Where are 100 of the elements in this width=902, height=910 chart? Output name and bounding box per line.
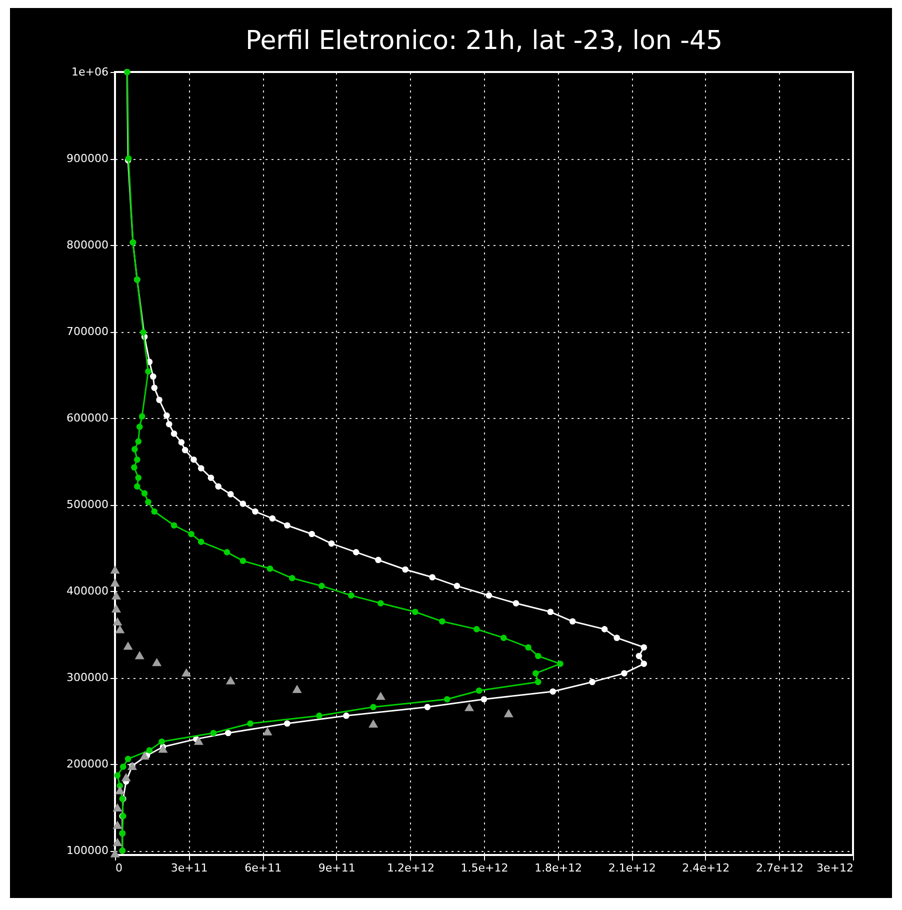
point xyxy=(534,678,542,686)
point xyxy=(131,464,138,471)
point xyxy=(640,644,648,651)
point xyxy=(198,538,204,545)
point xyxy=(480,696,488,702)
point xyxy=(110,565,120,574)
point xyxy=(284,720,290,727)
point xyxy=(240,500,246,507)
point xyxy=(292,684,302,693)
y-tick-label: 1e+06 xyxy=(72,66,108,78)
point xyxy=(318,582,325,590)
point xyxy=(476,687,482,694)
point xyxy=(589,678,596,686)
point xyxy=(262,727,272,736)
y-tick-label: 300000 xyxy=(66,671,108,684)
point xyxy=(500,634,507,641)
point xyxy=(182,668,192,677)
point xyxy=(226,676,236,684)
point xyxy=(569,618,576,625)
x-tick-label: 3e+12 xyxy=(816,862,854,874)
point xyxy=(150,373,156,380)
y-tick-label: 800000 xyxy=(66,238,108,252)
point xyxy=(156,396,162,404)
point xyxy=(166,420,172,428)
y-tick-label: 400000 xyxy=(66,584,108,598)
point xyxy=(621,670,628,676)
point xyxy=(145,498,152,506)
point xyxy=(138,413,146,420)
point xyxy=(375,556,382,564)
point xyxy=(115,786,125,794)
point xyxy=(225,730,232,736)
point xyxy=(352,549,360,556)
point xyxy=(188,530,194,538)
point xyxy=(486,592,492,599)
x-tick-label: 2.1e+12 xyxy=(608,862,656,874)
point xyxy=(429,574,436,580)
point xyxy=(136,424,143,430)
x-tick-label: 1.2e+12 xyxy=(386,862,434,874)
point xyxy=(114,772,121,779)
y-tick-label: 600000 xyxy=(66,412,108,425)
point xyxy=(227,491,234,498)
point xyxy=(240,558,246,564)
x-tick-label: 3e+11 xyxy=(170,862,208,874)
point xyxy=(158,738,165,745)
point xyxy=(601,626,608,632)
point xyxy=(640,660,648,667)
point xyxy=(208,474,214,481)
point xyxy=(424,704,431,710)
x-tick-label: 6e+11 xyxy=(244,862,282,874)
point xyxy=(547,608,554,616)
point xyxy=(210,730,217,736)
point xyxy=(266,565,274,572)
point xyxy=(112,617,122,626)
point xyxy=(308,530,315,538)
point xyxy=(170,430,178,437)
point xyxy=(140,329,146,336)
point xyxy=(194,736,204,745)
point xyxy=(170,522,178,529)
x-tick-label: 2.4e+12 xyxy=(682,862,730,874)
point xyxy=(112,803,122,812)
y-tick-label: 200000 xyxy=(66,758,108,771)
point xyxy=(614,634,620,641)
point xyxy=(178,439,185,446)
x-tick-label: 2.7e+12 xyxy=(756,862,804,874)
point xyxy=(158,744,168,753)
y-tick-label: 100000 xyxy=(66,844,108,858)
point xyxy=(512,600,520,606)
point xyxy=(152,658,162,666)
point xyxy=(135,438,142,445)
point xyxy=(532,670,539,676)
point xyxy=(134,651,144,660)
point xyxy=(368,719,378,728)
point xyxy=(112,820,122,829)
y-tick-label: 900000 xyxy=(66,152,108,166)
point xyxy=(378,600,384,606)
point xyxy=(120,764,126,770)
point xyxy=(110,849,120,858)
point xyxy=(141,490,148,497)
point xyxy=(151,384,158,391)
chart-title: Perfil Eletronico: 21h, lat -23, lon -45 xyxy=(245,26,723,56)
point xyxy=(190,456,197,463)
point xyxy=(110,578,120,587)
point xyxy=(112,838,122,846)
point xyxy=(247,720,254,727)
point xyxy=(198,465,204,472)
point xyxy=(550,688,556,695)
point xyxy=(284,522,290,529)
point xyxy=(182,446,188,454)
point xyxy=(140,751,150,760)
point xyxy=(370,704,376,710)
point xyxy=(121,773,131,782)
point xyxy=(439,618,446,625)
point xyxy=(224,549,230,556)
point xyxy=(348,592,354,599)
point xyxy=(525,644,532,651)
x-tick-label: 1.8e+12 xyxy=(534,862,582,874)
point xyxy=(134,456,140,463)
point xyxy=(504,709,514,718)
x-tick-label: 0 xyxy=(116,862,122,874)
point xyxy=(111,591,121,600)
